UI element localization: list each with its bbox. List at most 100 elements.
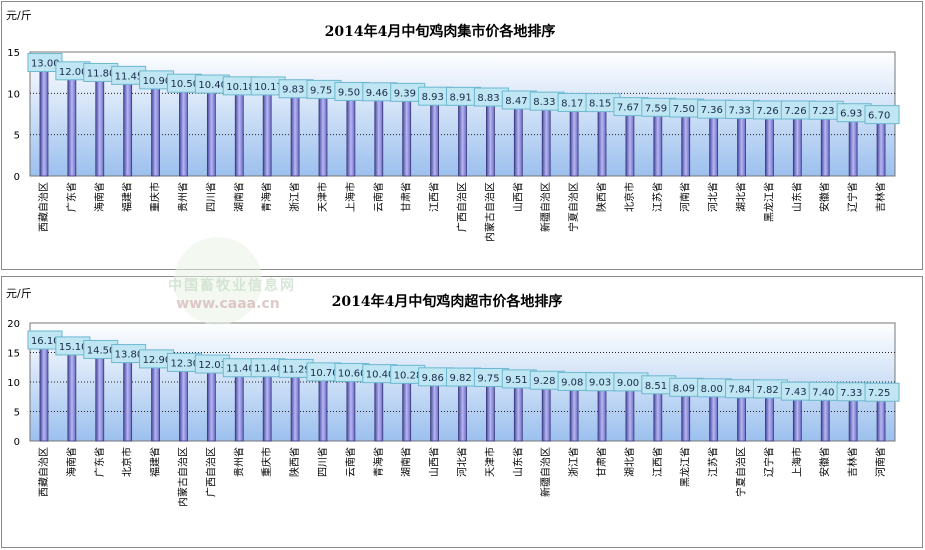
x-tick-label: 陕西省 xyxy=(595,182,608,212)
data-label: 7.50 xyxy=(673,104,695,115)
bar xyxy=(234,91,244,177)
data-label: 10.28 xyxy=(394,370,423,381)
x-tick-label: 青海省 xyxy=(372,447,385,477)
bar xyxy=(792,396,802,442)
data-label-box xyxy=(864,382,900,402)
x-tick-label: 四川省 xyxy=(316,447,329,477)
bar xyxy=(179,88,188,177)
x-tick-label: 福建省 xyxy=(149,447,162,477)
bar xyxy=(820,115,830,177)
y-tick-label: 0 xyxy=(14,172,20,183)
x-tick-label: 宁夏自治区 xyxy=(735,447,748,497)
bar xyxy=(513,384,523,442)
bar xyxy=(765,394,774,442)
data-label: 10.70 xyxy=(310,368,339,379)
x-tick-label: 上海市 xyxy=(790,447,803,477)
supermarket-price-chart-svg: 元/斤 2014年4月中旬鸡肉超市价各地排序 0 5 10 15 20 16.1015.1… xyxy=(1,276,923,548)
data-label: 14.50 xyxy=(87,345,116,356)
bar xyxy=(792,115,802,177)
x-tick-label: 重庆市 xyxy=(149,182,162,212)
bar xyxy=(206,369,216,442)
x-tick-label: 黑龙江省 xyxy=(762,182,775,222)
chart-frame xyxy=(1,1,923,270)
y-tick-label: 10 xyxy=(7,378,20,389)
bar xyxy=(95,78,105,177)
bar xyxy=(848,397,858,442)
bar xyxy=(262,373,272,442)
data-label: 7.43 xyxy=(784,387,806,398)
bar xyxy=(737,115,746,177)
bar xyxy=(430,382,439,442)
x-tick-label: 江西省 xyxy=(651,447,664,477)
x-tick-label: 内蒙古自治区 xyxy=(176,447,189,507)
bar xyxy=(67,351,77,442)
bar xyxy=(318,377,328,442)
bar xyxy=(765,115,774,177)
data-label: 9.75 xyxy=(477,373,499,384)
bar xyxy=(346,378,356,442)
x-tick-label: 福建省 xyxy=(121,182,134,212)
x-tick-label: 山东省 xyxy=(790,182,803,212)
data-label: 13.80 xyxy=(115,350,144,361)
bar xyxy=(318,95,328,177)
bar xyxy=(374,97,384,177)
x-tick-label: 新疆自治区 xyxy=(539,182,552,232)
x-tick-label: 贵州省 xyxy=(232,447,245,477)
x-tick-label: 江苏省 xyxy=(651,182,664,212)
x-tick-label: 安徽省 xyxy=(818,447,831,477)
data-label: 9.28 xyxy=(533,376,555,387)
bar xyxy=(179,368,188,442)
bar xyxy=(541,385,551,442)
data-label: 7.33 xyxy=(840,388,862,399)
bar xyxy=(67,76,77,177)
bar xyxy=(95,355,105,442)
data-label: 9.83 xyxy=(282,85,304,96)
data-label: 6.70 xyxy=(868,111,890,122)
data-label: 8.00 xyxy=(701,384,723,395)
data-label: 10.60 xyxy=(338,368,367,379)
x-tick-label: 北京市 xyxy=(121,447,134,477)
data-label: 8.33 xyxy=(533,97,555,108)
data-label: 12.90 xyxy=(143,355,172,366)
data-label: 10.40 xyxy=(366,370,395,381)
x-tick-label: 河南省 xyxy=(874,447,887,477)
data-label: 8.17 xyxy=(561,98,583,109)
x-tick-label: 湖南省 xyxy=(400,447,413,477)
y-tick-label: 15 xyxy=(7,349,20,360)
x-tick-label: 江苏省 xyxy=(707,447,720,477)
y-tick-label: 15 xyxy=(7,48,20,59)
data-label: 8.15 xyxy=(589,99,611,110)
bar xyxy=(290,94,300,177)
chart-frame xyxy=(1,276,923,548)
bar xyxy=(123,359,133,442)
data-label-box xyxy=(864,105,900,125)
data-label: 9.46 xyxy=(366,88,388,99)
data-label: 13.00 xyxy=(31,59,60,70)
data-label: 9.03 xyxy=(589,378,611,389)
chart-title: 2014年4月中旬鸡肉超市价各地排序 xyxy=(332,293,563,310)
bar xyxy=(709,393,719,442)
bar xyxy=(876,120,886,177)
data-label: 11.80 xyxy=(87,68,116,79)
x-tick-label: 河南省 xyxy=(679,182,692,212)
x-tick-label: 西藏自治区 xyxy=(37,182,50,232)
y-tick-label: 5 xyxy=(14,408,20,419)
y-tick-label: 5 xyxy=(14,131,20,142)
bar xyxy=(234,373,244,442)
data-label: 7.40 xyxy=(812,387,834,398)
x-tick-label: 江西省 xyxy=(428,182,441,212)
x-tick-label: 浙江省 xyxy=(288,182,301,212)
x-tick-label: 山西省 xyxy=(511,182,524,212)
data-label: 10.50 xyxy=(170,79,199,90)
x-tick-label: 甘肃省 xyxy=(400,182,413,212)
y-axis-unit: 元/斤 xyxy=(6,287,32,300)
data-label: 9.00 xyxy=(617,378,639,389)
data-label: 11.40 xyxy=(254,364,283,375)
x-tick-label: 广西自治区 xyxy=(204,447,217,497)
bar xyxy=(737,394,746,442)
bar xyxy=(681,392,691,442)
data-label: 12.03 xyxy=(198,360,227,371)
supermarket-price-chart: 元/斤 2014年4月中旬鸡肉超市价各地排序 0 5 10 15 20 16.10 15.1… xyxy=(0,275,925,550)
data-label: 9.86 xyxy=(422,373,444,384)
x-tick-label: 陕西省 xyxy=(288,447,301,477)
